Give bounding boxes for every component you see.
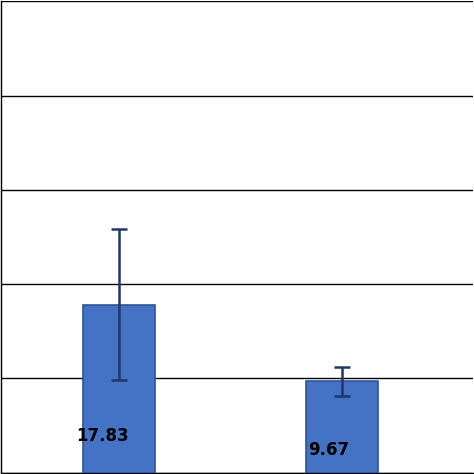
Text: 17.83: 17.83 [77,427,129,445]
Text: 9.67: 9.67 [309,441,349,459]
Bar [306,382,378,473]
Bar [83,305,155,473]
